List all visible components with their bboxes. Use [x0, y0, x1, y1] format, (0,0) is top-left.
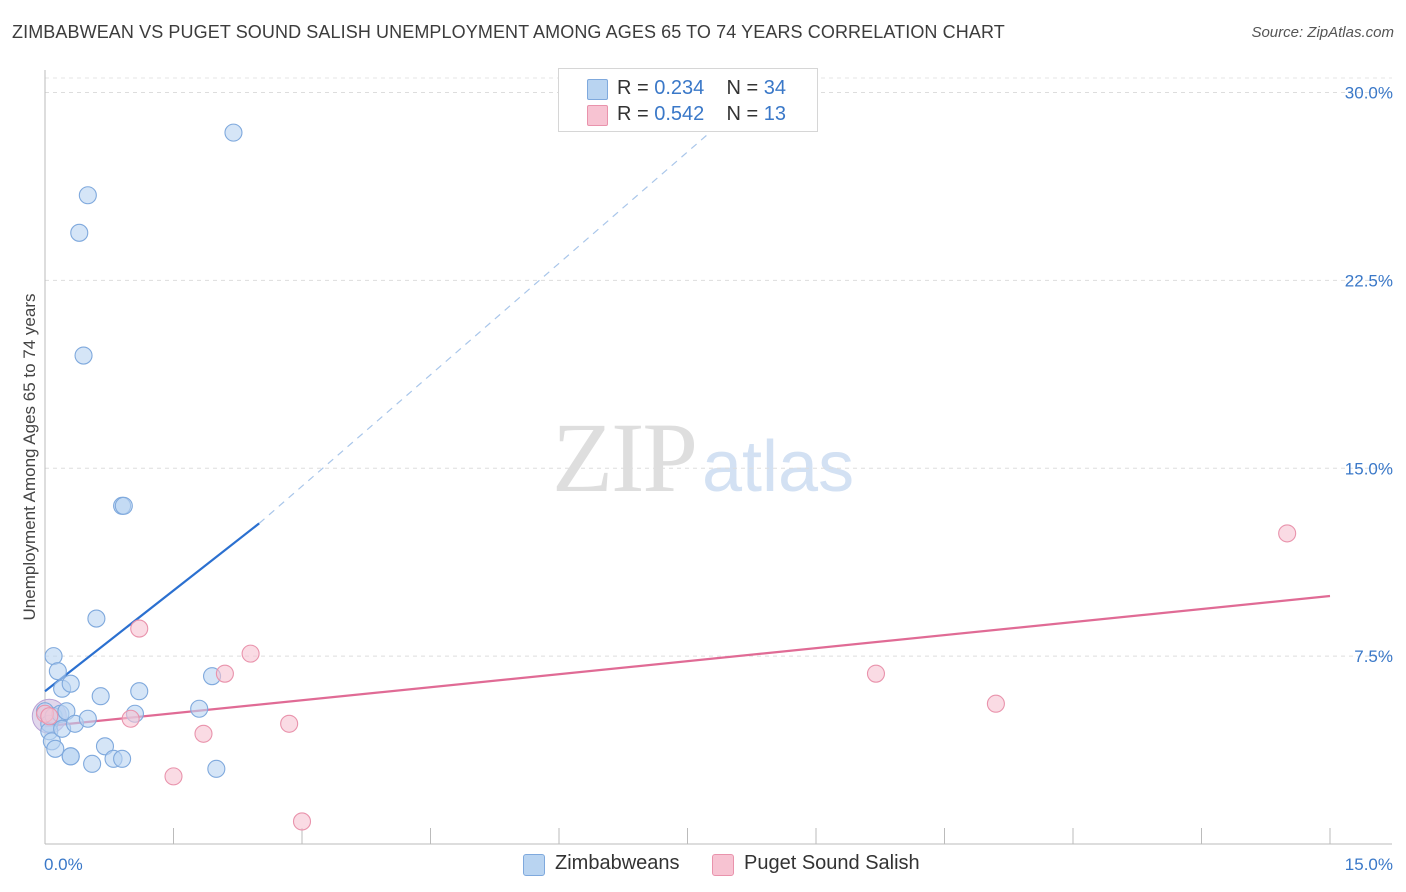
legend-r-label: R =	[617, 77, 649, 99]
y-tick-label: 7.5%	[1354, 647, 1393, 666]
point-puget-sound-salish	[121, 709, 140, 728]
watermark-zip: ZIP	[552, 402, 698, 513]
trend-line-zimbabweans	[44, 522, 260, 693]
data-points	[31, 123, 1297, 831]
point-puget-sound-salish	[40, 707, 59, 726]
source-label: Source: ZipAtlas.com	[1251, 24, 1394, 41]
bottom-legend-swatch-zimbabweans	[523, 854, 545, 876]
bottom-legend-label-zimbabweans: Zimbabweans	[555, 852, 680, 874]
point-zimbabweans	[74, 346, 93, 365]
legend-swatch-puget-sound-salish	[587, 105, 608, 126]
bottom-legend-label-puget-sound-salish: Puget Sound Salish	[744, 852, 920, 874]
trend-lines	[44, 84, 1331, 728]
watermark: ZIPatlas	[552, 400, 854, 515]
legend-r-value: 0.234	[654, 77, 705, 99]
axes	[44, 70, 1392, 845]
point-zimbabweans	[113, 749, 132, 768]
legend-n-value: 34	[763, 77, 787, 99]
x-tick-label-min: 0.0%	[44, 855, 83, 874]
point-puget-sound-salish	[866, 664, 886, 683]
legend-swatch-zimbabweans	[587, 79, 608, 100]
point-zimbabweans	[83, 754, 102, 773]
point-puget-sound-salish	[241, 644, 260, 663]
watermark-atlas: atlas	[702, 427, 855, 507]
point-puget-sound-salish	[986, 694, 1005, 713]
point-puget-sound-salish	[130, 619, 149, 638]
y-axis-label: Unemployment Among Ages 65 to 74 years	[20, 294, 39, 621]
point-zimbabweans	[130, 682, 149, 701]
x-tick-label-max: 15.0%	[1345, 855, 1393, 874]
point-zimbabweans	[78, 709, 97, 728]
point-zimbabweans	[87, 609, 106, 628]
legend-r-value: 0.542	[654, 103, 705, 125]
point-zimbabweans	[114, 496, 133, 515]
trend-line-zimbabweans-extension	[258, 84, 765, 524]
point-zimbabweans	[190, 699, 209, 718]
legend-n-value: 13	[763, 103, 787, 125]
legend-r-label: R =	[617, 103, 649, 125]
point-puget-sound-salish	[292, 812, 312, 831]
point-zimbabweans	[61, 674, 80, 693]
point-puget-sound-salish	[215, 664, 234, 683]
legend-n-label: N =	[726, 77, 759, 99]
point-zimbabweans	[61, 747, 80, 766]
point-zimbabweans	[207, 759, 226, 778]
y-tick-label: 22.5%	[1345, 271, 1393, 290]
point-zimbabweans	[78, 186, 97, 205]
point-puget-sound-salish	[280, 714, 299, 733]
bottom-legend-swatch-puget-sound-salish	[712, 854, 734, 876]
point-zimbabweans	[224, 123, 243, 142]
point-zimbabweans	[70, 223, 89, 242]
point-puget-sound-salish	[1278, 524, 1297, 543]
point-zimbabweans	[48, 662, 67, 681]
gridlines	[45, 77, 1392, 657]
point-zimbabweans	[91, 687, 110, 706]
axis-labels: 7.5% 15.0% 22.5% 30.0% 0.0% 15.0% Unemployment…	[20, 84, 1393, 874]
y-tick-label: 15.0%	[1345, 459, 1393, 478]
point-puget-sound-salish	[194, 724, 213, 743]
y-tick-label: 30.0%	[1345, 84, 1393, 103]
trend-line-puget-sound-salish	[44, 594, 1331, 728]
chart-title: ZIMBABWEAN VS PUGET SOUND SALISH UNEMPLO…	[12, 22, 1005, 42]
point-zimbabweans	[57, 702, 76, 721]
point-zimbabweans	[95, 737, 115, 756]
correlation-legend: R = 0.234 N = 34 R = 0.542 N = 13	[558, 68, 818, 132]
point-zimbabweans	[44, 647, 63, 666]
point-zimbabweans	[46, 739, 65, 758]
point-puget-sound-salish	[164, 767, 183, 786]
legend-n-label: N =	[726, 103, 759, 125]
